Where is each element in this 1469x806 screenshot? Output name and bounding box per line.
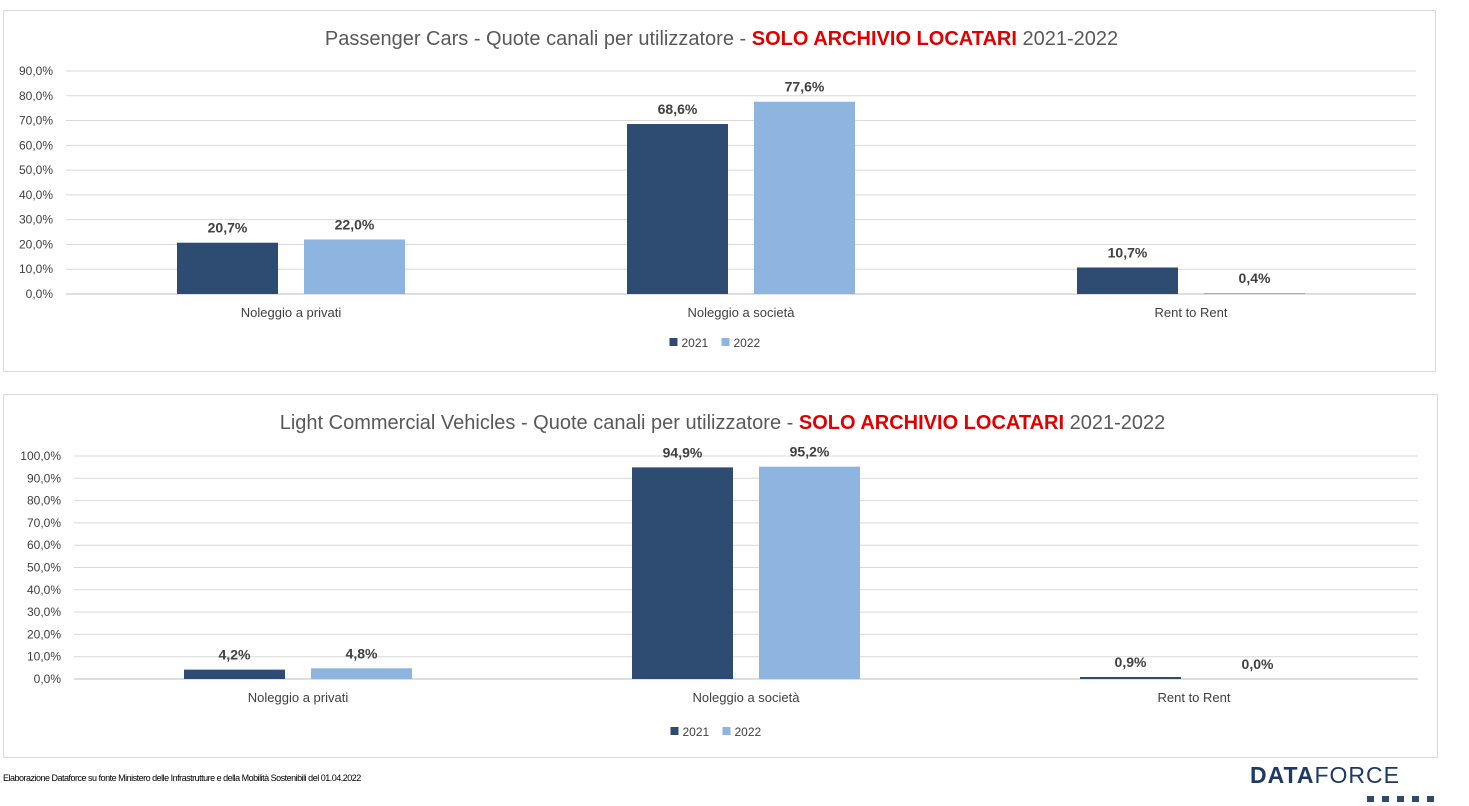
y-tick-label: 90,0% xyxy=(19,64,53,78)
chart-title: Passenger Cars - Quote canali per utiliz… xyxy=(325,28,1118,50)
category-label: Noleggio a privati xyxy=(241,305,342,320)
bar-2022 xyxy=(759,466,860,679)
legend-label-2022: 2022 xyxy=(734,336,761,350)
legend-swatch-2021 xyxy=(670,727,679,735)
data-label: 0,9% xyxy=(1115,654,1147,670)
category-label: Noleggio a privati xyxy=(248,690,349,705)
data-label: 68,6% xyxy=(658,101,698,117)
bar-2021 xyxy=(177,242,278,294)
category-label: Noleggio a società xyxy=(688,305,796,320)
lcv-chart-panel: Light Commercial Vehicles - Quote canali… xyxy=(3,394,1438,758)
data-label: 0,4% xyxy=(1239,270,1271,286)
y-tick-label: 80,0% xyxy=(27,494,61,508)
chart-title-years: 2021-2022 xyxy=(1017,28,1118,50)
chart-title-main: Light Commercial Vehicles - Quote canali… xyxy=(280,412,799,434)
legend: 2021 2022 xyxy=(669,336,761,350)
chart-title-highlight: SOLO ARCHIVIO LOCATARI xyxy=(799,412,1064,434)
logo-word-force: FORCE xyxy=(1314,762,1400,788)
bar-2022 xyxy=(1204,293,1305,294)
y-tick-label: 50,0% xyxy=(27,561,61,575)
chart-title-highlight: SOLO ARCHIVIO LOCATARI xyxy=(752,28,1017,50)
source-note: Elaborazione Dataforce su fonte Minister… xyxy=(3,773,361,783)
data-label: 10,7% xyxy=(1108,244,1148,260)
y-tick-label: 60,0% xyxy=(27,538,61,552)
y-tick-label: 0,0% xyxy=(34,672,62,686)
data-label: 0,0% xyxy=(1242,656,1274,672)
legend-swatch-2022 xyxy=(722,727,731,735)
y-tick-label: 100,0% xyxy=(20,449,61,463)
category-label: Noleggio a società xyxy=(693,690,801,705)
bar-2021 xyxy=(1080,676,1181,679)
y-tick-label: 90,0% xyxy=(27,471,61,485)
data-label: 77,6% xyxy=(785,79,825,95)
y-tick-label: 30,0% xyxy=(19,213,53,227)
chart-title: Light Commercial Vehicles - Quote canali… xyxy=(280,412,1166,434)
data-label: 22,0% xyxy=(335,216,375,232)
bar-2022 xyxy=(311,668,412,679)
logo-dots xyxy=(1367,787,1442,802)
y-tick-label: 50,0% xyxy=(19,163,53,177)
passenger-cars-chart: Passenger Cars - Quote canali per utiliz… xyxy=(19,28,1416,350)
y-tick-label: 10,0% xyxy=(19,262,53,276)
y-tick-label: 40,0% xyxy=(19,188,53,202)
y-tick-label: 80,0% xyxy=(19,89,53,103)
data-label: 20,7% xyxy=(208,220,248,236)
y-tick-label: 70,0% xyxy=(27,516,61,530)
bar-2021 xyxy=(627,124,728,294)
data-label: 95,2% xyxy=(790,444,830,460)
chart-title-main: Passenger Cars - Quote canali per utiliz… xyxy=(325,28,752,50)
y-tick-label: 30,0% xyxy=(27,605,61,619)
bar-2022 xyxy=(754,101,855,294)
data-label: 4,2% xyxy=(219,647,251,663)
dataforce-logo: DATAFORCE xyxy=(1250,760,1450,802)
data-label: 4,8% xyxy=(346,645,378,661)
data-label: 94,9% xyxy=(663,444,703,460)
legend-label-2021: 2021 xyxy=(683,725,710,739)
y-tick-label: 60,0% xyxy=(19,138,53,152)
chart-title-years: 2021-2022 xyxy=(1064,412,1165,434)
y-tick-label: 40,0% xyxy=(27,583,61,597)
lcv-chart: Light Commercial Vehicles - Quote canali… xyxy=(20,412,1418,739)
y-tick-label: 70,0% xyxy=(19,114,53,128)
legend: 2021 2022 xyxy=(670,725,762,739)
y-tick-label: 0,0% xyxy=(26,287,54,301)
bar-2021 xyxy=(1077,267,1178,294)
bar-2021 xyxy=(184,669,285,679)
category-label: Rent to Rent xyxy=(1155,305,1228,320)
bar-2022 xyxy=(304,239,405,294)
category-label: Rent to Rent xyxy=(1158,690,1231,705)
y-tick-label: 20,0% xyxy=(19,237,53,251)
logo-word-data: DATA xyxy=(1250,762,1315,788)
legend-swatch-2022 xyxy=(721,338,730,346)
legend-label-2021: 2021 xyxy=(682,336,709,350)
bar-2021 xyxy=(632,467,733,679)
y-tick-label: 20,0% xyxy=(27,627,61,641)
y-tick-label: 10,0% xyxy=(27,650,61,664)
passenger-cars-chart-panel: Passenger Cars - Quote canali per utiliz… xyxy=(3,10,1436,372)
legend-label-2022: 2022 xyxy=(735,725,762,739)
legend-swatch-2021 xyxy=(669,338,678,346)
